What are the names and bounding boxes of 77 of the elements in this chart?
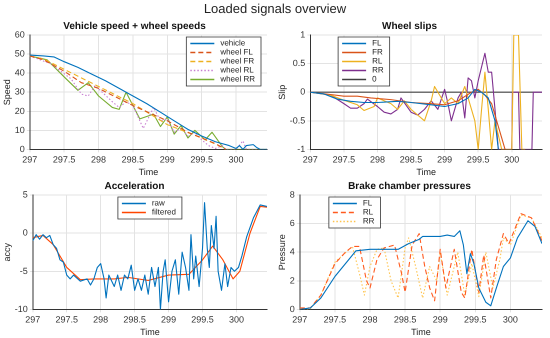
- y-tick-label: 0: [20, 144, 25, 154]
- legend-label: RL: [362, 208, 374, 217]
- legend-label: wheel RR: [219, 74, 256, 84]
- y-tick-label: 50: [14, 48, 25, 59]
- x-tick-label: 297: [292, 314, 308, 324]
- legend-label: FR: [372, 48, 383, 57]
- legend-label: raw: [152, 198, 166, 208]
- chart-title: Vehicle speed + wheel speeds: [63, 20, 206, 32]
- x-tick-label: 299.5: [466, 154, 490, 164]
- x-tick-label: 299: [437, 154, 452, 164]
- x-tick-label: 299: [160, 154, 175, 164]
- legend-label: wheel RL: [219, 66, 254, 75]
- x-tick-label: 298: [93, 314, 108, 324]
- x-tick-label: 300: [228, 314, 244, 324]
- y-tick-label: 60: [14, 29, 25, 40]
- y-tick-label: 2: [290, 275, 295, 286]
- y-tick-label: 5: [22, 189, 28, 200]
- legend-label: 0: [372, 74, 378, 84]
- legend-label: RL: [372, 56, 383, 66]
- y-tick-label: 30: [14, 86, 25, 97]
- legend-label: wheel FR: [219, 56, 254, 66]
- x-tick-label: 297.5: [324, 314, 346, 324]
- x-tick-label: 299: [432, 314, 448, 324]
- y-axis-title: Pressure: [276, 234, 287, 270]
- y-axis-title: accy: [2, 242, 12, 262]
- y-tick-label: 0: [300, 86, 306, 97]
- chart-title: Brake chamber pressures: [348, 180, 472, 192]
- y-tick-label: -1: [297, 144, 306, 154]
- y-tick-label: 0: [290, 304, 295, 314]
- x-tick-label: 299.5: [464, 314, 487, 324]
- y-axis-title: Speed: [2, 79, 12, 106]
- y-tick-label: -5: [20, 266, 28, 276]
- y-tick-label: 4: [290, 246, 295, 257]
- x-tick-label: 297.5: [52, 154, 76, 164]
- x-tick-label: 297.5: [332, 154, 356, 164]
- legend-label: wheel FL: [219, 48, 254, 57]
- y-tick-label: 10: [14, 124, 25, 135]
- x-tick-label: 299.5: [191, 314, 214, 324]
- x-tick-label: 298: [91, 154, 106, 164]
- y-axis-title: Slip: [276, 84, 287, 100]
- legend-label: RR: [372, 66, 384, 75]
- x-axis-title: Time: [138, 167, 158, 178]
- x-tick-label: 298.5: [123, 314, 146, 324]
- y-tick-label: -10: [14, 304, 28, 314]
- x-tick-label: 298.5: [400, 154, 422, 164]
- x-axis-title: Time: [140, 327, 160, 338]
- chart-title: Acceleration: [104, 180, 165, 192]
- x-tick-label: 300: [504, 154, 520, 164]
- x-tick-label: 300: [228, 154, 244, 164]
- x-tick-label: 299.5: [190, 154, 213, 164]
- x-tick-label: 298: [370, 154, 385, 164]
- x-tick-label: 297: [302, 154, 318, 164]
- y-tick-label: 20: [14, 106, 25, 116]
- x-axis-title: Time: [411, 327, 431, 338]
- legend-label: FL: [372, 38, 382, 48]
- y-tick-label: 6: [290, 218, 295, 228]
- x-tick-label: 299: [161, 314, 176, 324]
- x-tick-label: 297: [25, 314, 40, 324]
- x-tick-label: 298: [362, 314, 378, 324]
- x-tick-label: 297.5: [55, 314, 78, 324]
- x-tick-label: 298.5: [394, 314, 416, 324]
- y-tick-label: 1: [300, 29, 306, 40]
- legend-label: filtered: [152, 208, 176, 217]
- legend-label: FL: [362, 198, 373, 208]
- x-tick-label: 297: [22, 154, 38, 164]
- legend-label: vehicle: [220, 38, 246, 48]
- chart-title: Wheel slips: [382, 20, 438, 32]
- legend-label: RR: [362, 216, 375, 226]
- y-tick-label: -0.5: [290, 115, 306, 126]
- y-tick-label: 0: [22, 228, 28, 238]
- x-axis-title: Time: [416, 167, 436, 178]
- text: Loaded signals overview: [202, 0, 348, 18]
- x-tick-label: 300: [502, 314, 518, 324]
- y-tick-label: 8: [290, 189, 295, 200]
- y-tick-label: 0.5: [292, 58, 306, 68]
- y-tick-label: 40: [14, 68, 25, 78]
- x-tick-label: 298.5: [122, 154, 144, 164]
